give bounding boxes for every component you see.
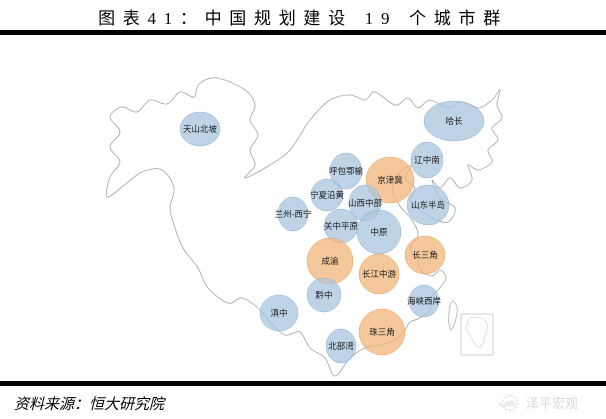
svg-text:呼包鄂榆: 呼包鄂榆: [329, 166, 364, 176]
svg-text:黔中: 黔中: [315, 290, 332, 300]
svg-text:关中平原: 关中平原: [324, 221, 358, 231]
svg-text:滇中: 滇中: [270, 308, 287, 318]
svg-text:宁夏沿黄: 宁夏沿黄: [310, 190, 345, 200]
svg-text:长江中游: 长江中游: [362, 269, 397, 279]
svg-text:海峡西岸: 海峡西岸: [407, 296, 442, 306]
svg-text:成渝: 成渝: [321, 256, 339, 266]
svg-text:长三角: 长三角: [412, 250, 438, 260]
svg-text:中原: 中原: [370, 227, 387, 237]
svg-text:天山北坡: 天山北坡: [183, 124, 218, 134]
svg-text:哈长: 哈长: [445, 116, 463, 126]
svg-text:辽中南: 辽中南: [414, 155, 440, 165]
svg-text:兰州-西宁: 兰州-西宁: [275, 209, 312, 219]
svg-text:京津冀: 京津冀: [377, 175, 403, 185]
svg-text:山东半岛: 山东半岛: [411, 200, 445, 210]
svg-text:珠三角: 珠三角: [369, 327, 395, 337]
svg-text:北部湾: 北部湾: [328, 341, 354, 351]
svg-text:山西中部: 山西中部: [348, 198, 383, 208]
